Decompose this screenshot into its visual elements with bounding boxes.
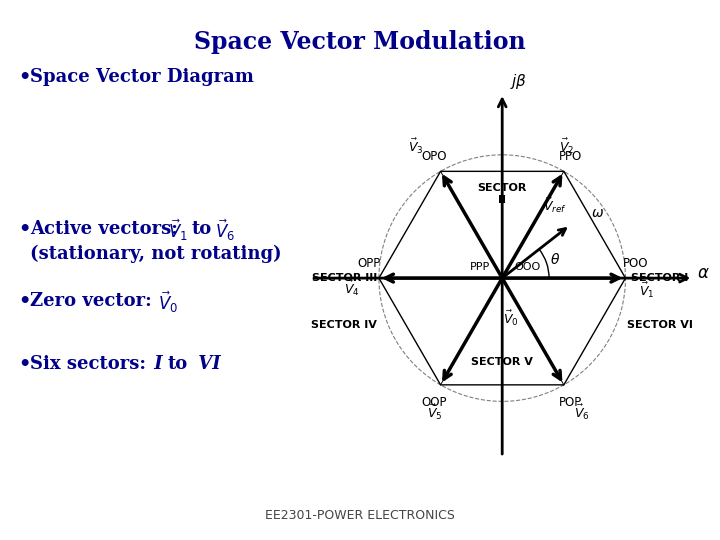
Text: $\vec{V}_4$: $\vec{V}_4$ [344, 278, 359, 298]
Text: PPO: PPO [559, 150, 582, 163]
Text: OOP: OOP [422, 396, 447, 409]
Text: $\alpha$: $\alpha$ [697, 264, 710, 282]
Text: Space Vector Diagram: Space Vector Diagram [30, 68, 254, 86]
Text: $\vec{V}_3$: $\vec{V}_3$ [408, 137, 423, 157]
Text: $\vec{V}_0$: $\vec{V}_0$ [158, 290, 178, 315]
Text: $\theta$: $\theta$ [550, 252, 560, 267]
Text: (stationary, not rotating): (stationary, not rotating) [30, 245, 282, 263]
Text: Active vectors:: Active vectors: [30, 220, 190, 238]
Text: POO: POO [623, 257, 648, 270]
Text: •: • [18, 292, 30, 310]
Text: to: to [168, 355, 188, 373]
Text: SECTOR VI: SECTOR VI [627, 320, 693, 330]
Text: VI: VI [192, 355, 220, 373]
Text: OOO: OOO [515, 262, 541, 272]
Text: $\vec{V}_0$: $\vec{V}_0$ [503, 309, 518, 328]
Text: $\omega$: $\omega$ [591, 206, 604, 220]
Text: Zero vector:: Zero vector: [30, 292, 164, 310]
Text: $\vec{V}_1$: $\vec{V}_1$ [168, 218, 188, 244]
Text: $j\beta$: $j\beta$ [510, 72, 527, 91]
Text: SECTOR I: SECTOR I [631, 273, 688, 283]
Text: $\vec{V}_6$: $\vec{V}_6$ [215, 218, 235, 244]
Text: SECTOR V: SECTOR V [472, 357, 533, 367]
Text: EE2301-POWER ELECTRONICS: EE2301-POWER ELECTRONICS [265, 509, 455, 522]
Text: SECTOR
II: SECTOR II [477, 184, 527, 205]
Text: $\vec{V}_6$: $\vec{V}_6$ [575, 402, 590, 422]
Text: I: I [148, 355, 169, 373]
Text: SECTOR IV: SECTOR IV [312, 320, 377, 330]
Text: PPP: PPP [469, 262, 490, 272]
Text: •: • [18, 355, 30, 373]
Text: Space Vector Modulation: Space Vector Modulation [194, 30, 526, 54]
Text: $\vec{V}_2$: $\vec{V}_2$ [559, 137, 574, 157]
Text: $\vec{V}_1$: $\vec{V}_1$ [639, 281, 654, 300]
Text: OPP: OPP [357, 257, 381, 270]
Text: $\vec{V}_{ref}$: $\vec{V}_{ref}$ [544, 195, 567, 215]
Text: •: • [18, 220, 30, 238]
Text: $\vec{V}_5$: $\vec{V}_5$ [427, 402, 442, 422]
Text: to: to [192, 220, 212, 238]
Text: •: • [18, 68, 30, 86]
Text: Six sectors:: Six sectors: [30, 355, 152, 373]
Text: OPO: OPO [422, 150, 447, 163]
Text: POP: POP [559, 396, 582, 409]
Text: SECTOR III: SECTOR III [312, 273, 377, 283]
